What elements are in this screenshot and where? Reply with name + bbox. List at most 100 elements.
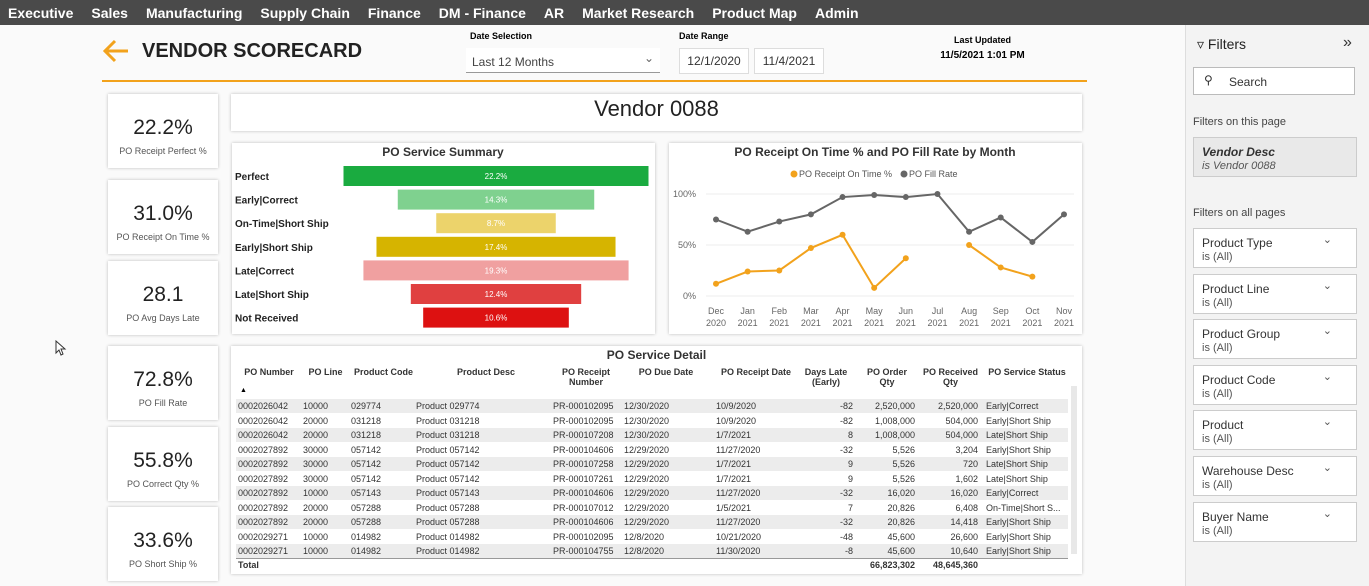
legend-label: PO Fill Rate [909,169,958,179]
point [713,280,719,287]
table-cell: 20000 [303,502,329,513]
table-cell: PR-000102095 [553,531,614,542]
nav-bar: Executive Sales Manufacturing Supply Chain F… [0,0,1369,25]
kpi-label: PO Receipt Perfect % [119,146,207,156]
collapse-button[interactable]: » [1343,34,1352,51]
total-cell: 48,645,360 [932,560,978,570]
filter-card[interactable]: Product Type is (All) ⌄ [1193,228,1357,268]
table-cell: 10,640 [950,546,978,556]
nav-item[interactable]: Executive [8,4,74,21]
line-series [715,192,1065,244]
chevron: ⌄ [1322,462,1332,474]
table-cell: 1,008,000 [874,430,915,440]
table-cell: 20,826 [887,502,915,513]
point [776,267,783,274]
label: Date Range [679,31,729,41]
table-row [236,515,1068,529]
table-cell: 1,602 [955,473,978,484]
table-cell: 10/9/2020 [716,415,757,426]
filter-card[interactable]: Buyer Name is (All) ⌄ [1193,501,1357,542]
filter-card[interactable]: Warehouse Desc is (All) ⌄ [1193,456,1357,496]
table-cell: 5,526 [892,444,915,455]
data-label: 22.2% [485,172,508,181]
nav-item[interactable]: AR [543,4,565,21]
total-label: Total [238,560,259,570]
data-label: 14.3% [485,196,508,205]
date-input[interactable]: 11/4/2021 [754,48,824,74]
filter-name: Product Type [1202,236,1273,250]
total-cell: 66,823,302 [869,560,915,570]
table-cell: -82 [839,415,853,426]
filter-card[interactable]: Product Code is (All) ⌄ [1193,364,1357,405]
data-label: 10.6% [485,314,508,323]
kpi-label: PO Short Ship % [128,559,198,569]
table-cell: 3,204 [955,444,978,455]
dropdown[interactable]: Last 12 Months ⌄ [466,48,660,73]
table-cell: Late|Short Ship [986,473,1048,484]
funnel-bar [436,213,556,234]
column-header: PO Line [308,367,343,377]
line-series [968,244,1033,278]
x-tick-label: Jun 2021 [896,306,916,328]
table-cell: PR-000107258 [553,459,614,469]
nav-item[interactable]: Manufacturing [145,4,243,21]
nav-item[interactable]: Supply Chain [260,4,350,21]
column-header: Days Late (Early) [804,367,848,387]
point [807,211,814,218]
table-cell: 12/29/2020 [624,444,670,455]
legend-label: PO Receipt On Time % [799,169,892,179]
chevron: ⌄ [1322,416,1332,429]
point [871,192,878,199]
search-box[interactable]: ⚲ Search [1193,67,1355,95]
nav-item[interactable]: DM - Finance [438,4,526,21]
category-label: Perfect [235,172,270,183]
point [776,218,783,225]
category-label: Early|Correct [235,196,298,207]
table-cell: Late|Short Ship [986,459,1048,469]
filter-value: is Vendor 0088 [1202,160,1276,172]
column-header: PO Number [244,367,294,377]
kpi-label: PO Avg Days Late [126,313,200,323]
table-cell: Product 057288 [416,517,480,527]
nav-item[interactable]: Admin [814,4,859,21]
search-icon: ⚲ [1204,73,1213,87]
table-cell: 1/5/2021 [716,502,752,513]
back-arrow[interactable] [102,38,132,64]
table-cell: 10000 [303,401,329,411]
filter-card[interactable]: Vendor Desc is Vendor 0088 [1193,137,1357,177]
nav-item[interactable]: Finance [367,4,421,21]
category-label: Early|Short Ship [235,243,313,254]
table-cell: 12/30/2020 [624,415,670,426]
legend-marker [790,170,798,178]
date-input[interactable]: 12/1/2020 [679,48,749,74]
filter-card[interactable]: Product Line is (All) ⌄ [1193,273,1357,314]
table-cell: Early|Correct [986,488,1039,498]
nav-item[interactable]: Sales [91,4,128,21]
filter-card[interactable]: Product is (All) ⌄ [1193,410,1357,451]
data-label: 12.4% [485,290,508,299]
chart-title: PO Service Summary [382,145,504,159]
kpi-value: 33.6% [133,529,193,552]
table-cell: 10000 [303,488,329,498]
section-label: Filters on this page [1193,116,1286,128]
filter-card[interactable]: Product Group is (All) ⌄ [1193,319,1357,360]
kpi-label: PO Correct Qty % [126,479,199,489]
chevron: ⌄ [1322,325,1332,338]
table-cell: Product 057142 [416,459,480,469]
table-cell: 1/7/2021 [716,459,752,469]
table-cell: Product 057288 [416,502,480,513]
table-cell: 12/29/2020 [624,459,670,469]
table-cell: PR-000104606 [553,517,614,527]
nav-item[interactable]: Market Research [582,4,695,21]
category-label: Late|Correct [235,266,295,277]
table-cell: Product 014982 [416,546,480,556]
table-cell: 12/29/2020 [624,488,670,498]
chevron: ⌄ [643,51,654,65]
nav-item[interactable]: Product Map [712,4,797,21]
table-cell: 11/27/2020 [716,488,761,498]
filter-value: is (All) [1202,251,1233,263]
table-cell: -82 [839,401,853,411]
table-cell: 16,020 [887,488,915,498]
table-cell: 2,520,000 [937,401,978,411]
x-tick-label: Mar 2021 [801,306,821,328]
